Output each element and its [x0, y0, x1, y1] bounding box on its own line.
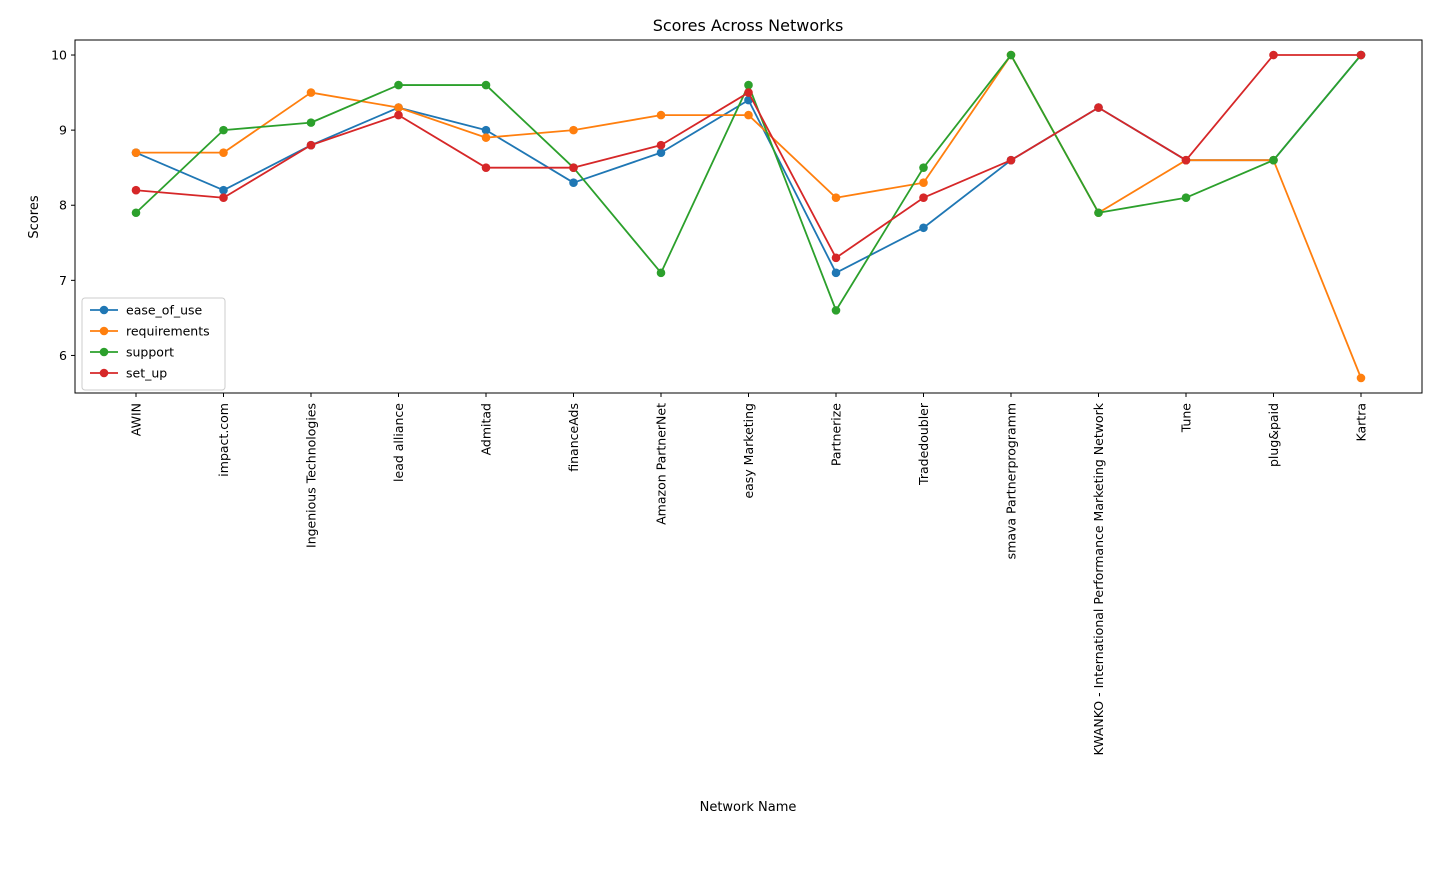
data-point-set_up [569, 163, 578, 172]
data-point-set_up [1181, 155, 1191, 165]
data-point-set_up [306, 140, 316, 150]
data-point-support [394, 80, 403, 90]
y-tick-label: 6 [59, 348, 67, 363]
data-point-support [831, 306, 841, 315]
y-tick-label: 7 [59, 273, 67, 288]
data-point-requirements [569, 125, 578, 135]
y-tick-label: 9 [59, 123, 67, 138]
data-point-set_up [394, 110, 403, 120]
data-point-ease_of_use [481, 125, 491, 135]
data-point-requirements [831, 193, 841, 203]
data-point-set_up [831, 253, 841, 263]
x-tick-label: Kartra [1354, 403, 1369, 441]
legend-label-ease_of_use: ease_of_use [126, 303, 203, 318]
legend-label-requirements: requirements [126, 324, 210, 339]
chart-title: Scores Across Networks [653, 16, 844, 35]
plot-area: 6 7 8 9 10 AWIN impact.com Ingenious Technologi… [51, 39, 1423, 756]
x-tick-label: Ingenious Technologies [304, 403, 319, 548]
data-point-support [1094, 208, 1103, 218]
data-point-set_up [1094, 103, 1103, 112]
y-axis-label: Scores [27, 195, 42, 238]
data-point-set_up [656, 140, 666, 150]
data-point-set_up [919, 193, 928, 203]
data-point-requirements [919, 178, 928, 188]
x-tick-label: Tune [1179, 403, 1194, 434]
data-point-requirements [1356, 373, 1366, 383]
data-point-support [219, 125, 228, 135]
x-tick-label: Amazon PartnerNet [654, 403, 669, 525]
x-tick-label: Tradedoubler [916, 402, 931, 486]
data-point-requirements [656, 110, 666, 120]
data-point-set_up [1006, 155, 1016, 165]
data-point-support [1269, 155, 1278, 165]
x-tick-label: lead alliance [391, 403, 406, 482]
data-point-ease_of_use [656, 148, 666, 157]
data-point-requirements [131, 148, 141, 157]
data-point-requirements [219, 148, 228, 157]
data-point-requirements [306, 88, 316, 97]
data-point-support [919, 163, 928, 172]
data-point-ease_of_use [219, 185, 228, 195]
data-point-requirements [394, 103, 403, 112]
data-point-support [131, 208, 141, 218]
legend-label-support: support [126, 345, 174, 360]
x-tick-label: KWANKO - International Performance Marke… [1091, 402, 1106, 755]
x-tick-label: AWIN [129, 403, 144, 436]
legend-marker-support [99, 347, 109, 357]
data-point-set_up [1356, 50, 1366, 60]
legend-marker-set_up [99, 368, 109, 378]
x-axis-label: Network Name [700, 800, 797, 815]
data-point-set_up [131, 185, 141, 195]
data-point-support [481, 80, 491, 90]
data-point-ease_of_use [569, 178, 578, 188]
x-tick-label: impact.com [216, 403, 231, 477]
data-point-set_up [744, 88, 753, 97]
x-tick-label: plug&paid [1266, 403, 1281, 467]
data-point-support [656, 268, 666, 278]
data-point-ease_of_use [919, 223, 928, 233]
y-tick-label: 10 [51, 48, 67, 63]
data-point-support [306, 118, 316, 127]
data-point-requirements [744, 110, 753, 120]
legend-box [81, 297, 226, 391]
x-tick-label: smava Partnerprogramm [1004, 403, 1019, 559]
x-tick-label: Partnerize [829, 403, 844, 466]
x-tick-label: Admitad [479, 403, 494, 455]
data-point-support [1006, 50, 1016, 60]
data-point-support [744, 80, 753, 90]
x-tick-label: easy Marketing [741, 403, 756, 499]
legend-label-set_up: set_up [126, 366, 167, 381]
legend-marker-requirements [99, 326, 109, 336]
data-point-support [1181, 193, 1191, 203]
data-point-set_up [481, 163, 491, 172]
y-tick-label: 8 [59, 198, 67, 213]
data-point-set_up [1269, 50, 1278, 60]
legend-marker-ease_of_use [99, 305, 109, 315]
data-point-set_up [219, 193, 228, 203]
data-point-requirements [481, 133, 491, 142]
x-tick-label: financeAds [566, 403, 581, 472]
data-point-ease_of_use [831, 268, 841, 278]
